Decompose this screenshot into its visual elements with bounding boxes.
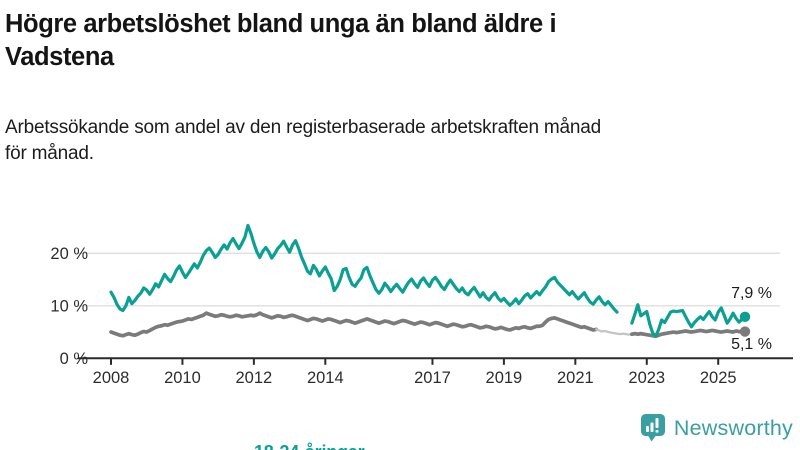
line-total-dark [109,311,599,338]
series-end-dot [739,311,751,323]
chart-canvas: 2008 2010 2012 2014 2017 2019 2021 2023 2025 0 % 1… [50,223,793,387]
page-title: Högre arbetslöshet bland unga än bland ä… [5,10,557,71]
page-subtitle: Arbetssökande som andel av den registerb… [5,117,602,164]
line-youth [630,303,747,338]
y-tick-label: 10 % [50,297,88,315]
x-tick-label: 2012 [236,369,273,387]
x-tick-label: 2023 [628,369,665,387]
x-tick-label: 2019 [486,369,523,387]
x-tick-label: 2014 [307,369,344,387]
series-label-youth: 18-24-åringar [254,442,365,450]
line-chart: 2008 2010 2012 2014 2017 2019 2021 2023 2025 0 % 1… [0,200,800,450]
x-tick-label: 2021 [557,369,594,387]
y-tick-label: 0 % [60,350,89,368]
line-total-dark [630,328,747,339]
y-tick-label: 20 % [50,245,88,263]
line-total-light-segment [595,328,634,336]
newsworthy-chart-bubble-icon [640,414,665,442]
series-end-dot [739,326,751,337]
x-tick-label: 2025 [700,369,737,387]
x-tick-label: 2017 [414,369,451,387]
newsworthy-logo-text: Newsworthy [673,415,793,440]
line-youth [109,223,619,314]
newsworthy-logo: Newsworthy [640,414,793,442]
x-tick-label: 2008 [93,369,130,387]
x-tick-label: 2010 [164,369,201,387]
end-value-label-youth: 7,9 % [731,285,772,302]
end-value-label-total: 5,1 % [731,336,772,353]
